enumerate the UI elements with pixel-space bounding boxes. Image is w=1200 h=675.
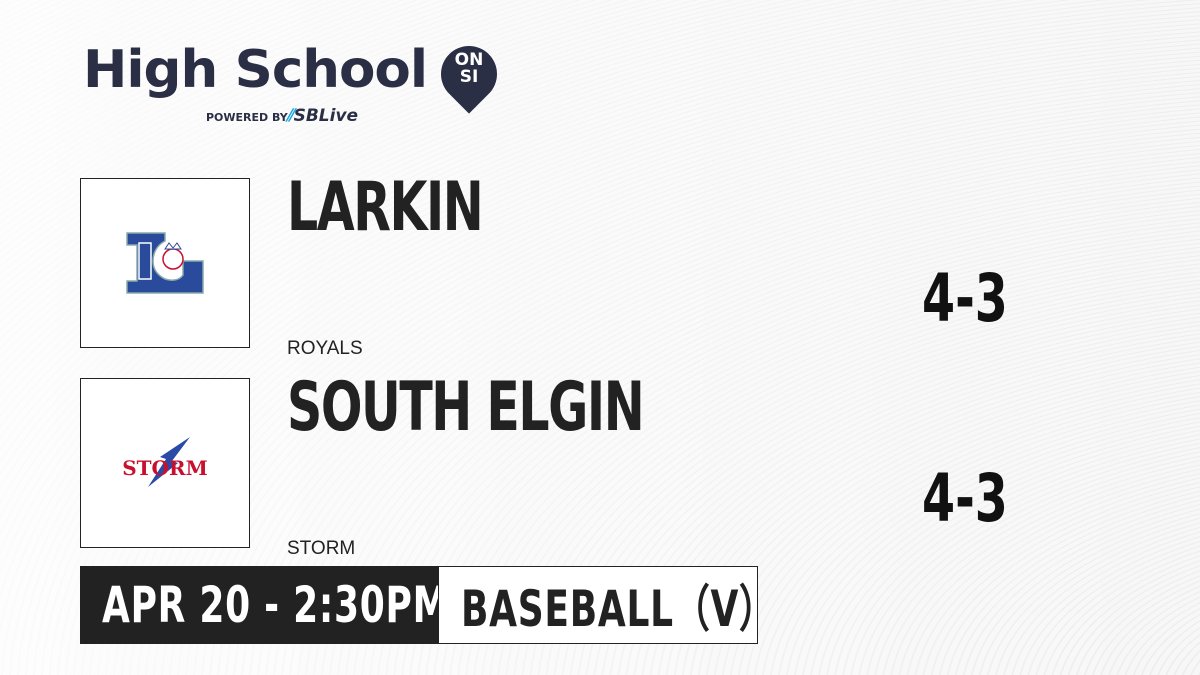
team-name-home: LARKIN xyxy=(287,168,484,247)
sport-box: BASEBALL（V） xyxy=(438,566,775,644)
score-home: 4-3 xyxy=(922,260,1008,337)
larkin-royals-logo xyxy=(80,178,250,348)
sport-label: BASEBALL（V） xyxy=(461,580,776,638)
south-elgin-storm-logo: STORM xyxy=(80,378,250,548)
svg-text:STORM: STORM xyxy=(122,456,208,480)
on-si-badge: ON SI xyxy=(454,50,484,87)
brand-title: High School xyxy=(83,40,428,100)
team-mascot-away: STORM xyxy=(287,538,356,559)
sblive-logo: ⫽SBLive xyxy=(286,106,359,126)
team-name-away: SOUTH ELGIN xyxy=(287,368,645,447)
game-datetime-box: APR 20 - 2:30PM xyxy=(80,566,448,644)
score-away: 4-3 xyxy=(922,460,1008,537)
powered-by-label: POWERED BY xyxy=(206,111,288,124)
game-datetime: APR 20 - 2:30PM xyxy=(102,576,450,634)
team-mascot-home: ROYALS xyxy=(287,338,363,359)
